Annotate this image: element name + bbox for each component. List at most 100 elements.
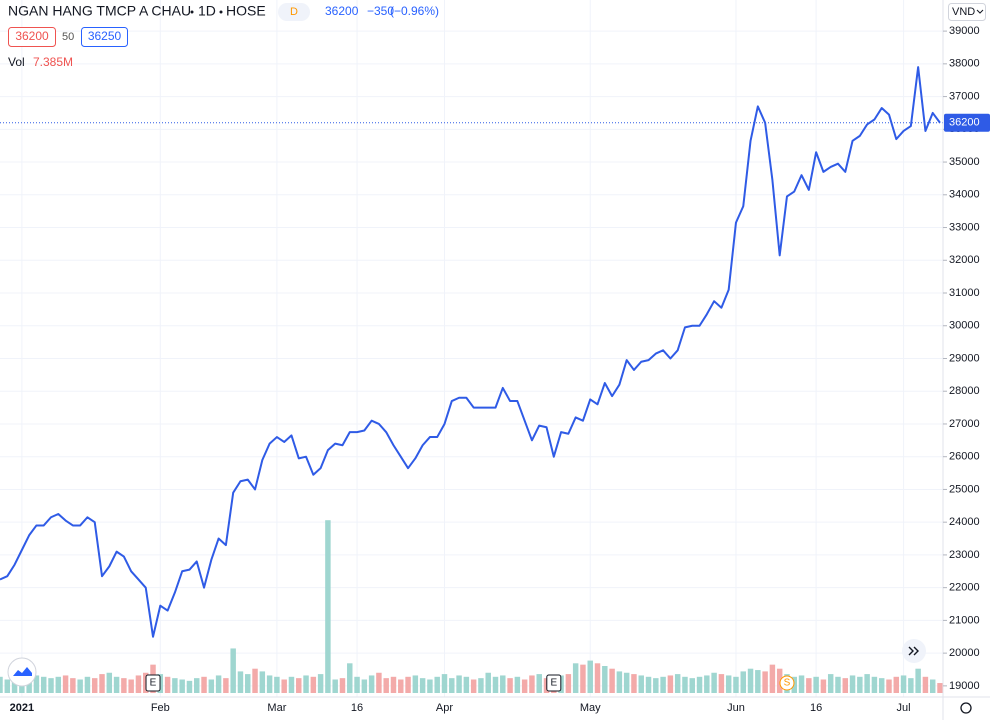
volume-bar — [922, 676, 929, 693]
volume-bar — [609, 668, 615, 693]
volume-bar — [565, 674, 572, 693]
currency: VND — [952, 6, 975, 18]
volume-bar — [857, 676, 863, 693]
x-tick-label: 2021 — [10, 702, 34, 714]
volume-bar — [99, 674, 105, 693]
event-label: E — [150, 678, 157, 689]
volume-bar — [536, 674, 542, 693]
y-tick-label: 21000 — [949, 614, 980, 626]
volume-bar — [325, 520, 331, 693]
settings-icon[interactable] — [960, 702, 972, 714]
y-tick-label: 19000 — [949, 680, 980, 692]
volume-bar — [813, 676, 819, 693]
volume-bar — [55, 676, 62, 693]
exchange: HOSE — [226, 3, 266, 19]
volume-bar — [186, 680, 193, 693]
volume-bar — [660, 676, 666, 693]
volume-bar — [500, 675, 506, 693]
volume-bar — [223, 678, 229, 693]
volume-bar — [398, 679, 404, 693]
x-tick-label: Apr — [436, 702, 453, 714]
volume-bar — [806, 678, 812, 693]
y-tick-label: 34000 — [949, 189, 980, 201]
y-tick-label: 23000 — [949, 549, 980, 561]
scroll-button[interactable] — [902, 639, 926, 663]
separator — [190, 10, 194, 14]
volume-bar — [215, 675, 222, 693]
volume-bar — [762, 671, 768, 693]
volume-bar — [740, 671, 746, 693]
y-tick-label: 39000 — [949, 25, 980, 37]
y-tick-label: 32000 — [949, 254, 980, 266]
volume-bar — [412, 675, 419, 693]
volume-bar — [849, 675, 856, 693]
volume-bar — [631, 674, 637, 693]
quote-change: −350 — [367, 4, 394, 18]
volume-bar — [245, 674, 251, 693]
scroll-icon — [908, 646, 919, 656]
x-tick-label: May — [580, 702, 601, 714]
volume-bar — [572, 663, 579, 693]
volume-bar — [937, 683, 943, 693]
event-label: E — [550, 678, 557, 689]
volume-bar — [281, 679, 287, 693]
volume-bar — [317, 674, 324, 693]
volume-bar — [755, 670, 761, 693]
volume-bar — [696, 676, 703, 693]
volume-bar — [266, 675, 273, 693]
volume-bar — [383, 678, 389, 693]
logo[interactable] — [7, 657, 37, 687]
volume-bar — [842, 678, 849, 693]
legend-length: 50 — [62, 31, 74, 43]
volume-bar — [128, 679, 134, 693]
badge-bg[interactable] — [278, 3, 310, 21]
y-tick-label: 20000 — [949, 647, 980, 659]
volume-bar — [900, 675, 907, 693]
volume-bar — [747, 668, 754, 693]
plot — [0, 0, 943, 697]
volume-bar — [602, 666, 608, 693]
volume-bar — [915, 668, 921, 693]
volume-bar — [485, 672, 491, 693]
volume-bar — [230, 648, 236, 693]
volume-bar — [121, 678, 127, 693]
chart-title: NGAN HANG TMCP A CHAU — [8, 3, 191, 19]
currency-button[interactable] — [948, 3, 986, 21]
volume-bar — [456, 675, 462, 693]
event-label: S — [784, 678, 791, 689]
volume-bar — [878, 678, 885, 693]
volume-bar — [623, 672, 630, 693]
volume-bar — [4, 679, 11, 693]
volume-bar — [419, 678, 426, 693]
legend-close: 36200 — [15, 29, 49, 43]
volume-bar — [252, 668, 258, 693]
volume-label: 7.385M — [33, 55, 73, 69]
volume-bar — [864, 674, 870, 693]
volume-bar — [733, 676, 739, 693]
volume-bar — [339, 678, 346, 693]
volume-bar — [492, 676, 499, 693]
x-tick-label: Mar — [267, 702, 286, 714]
volume-bar — [929, 679, 936, 693]
y-tick-label: 38000 — [949, 58, 980, 70]
legend-ma: 36250 — [88, 29, 122, 43]
volume-bar — [288, 676, 295, 693]
event-badge — [779, 675, 795, 691]
y-tick-label: 24000 — [949, 516, 980, 528]
volume-bar — [638, 675, 644, 693]
volume-bar — [908, 678, 914, 693]
volume-bar — [194, 678, 200, 693]
volume-bar — [798, 675, 805, 693]
price-line — [0, 66, 941, 638]
volume-bar — [616, 671, 623, 693]
volume-bar — [303, 675, 309, 693]
volume-bar — [835, 676, 841, 693]
y-tick-label: 29000 — [949, 352, 980, 364]
volume-bar — [91, 678, 98, 693]
volume-bar — [361, 679, 368, 693]
volume-bar — [886, 679, 892, 693]
x-tick-label: Feb — [151, 702, 170, 714]
y-tick-label: 25000 — [949, 483, 980, 495]
volume-bar — [354, 676, 360, 693]
